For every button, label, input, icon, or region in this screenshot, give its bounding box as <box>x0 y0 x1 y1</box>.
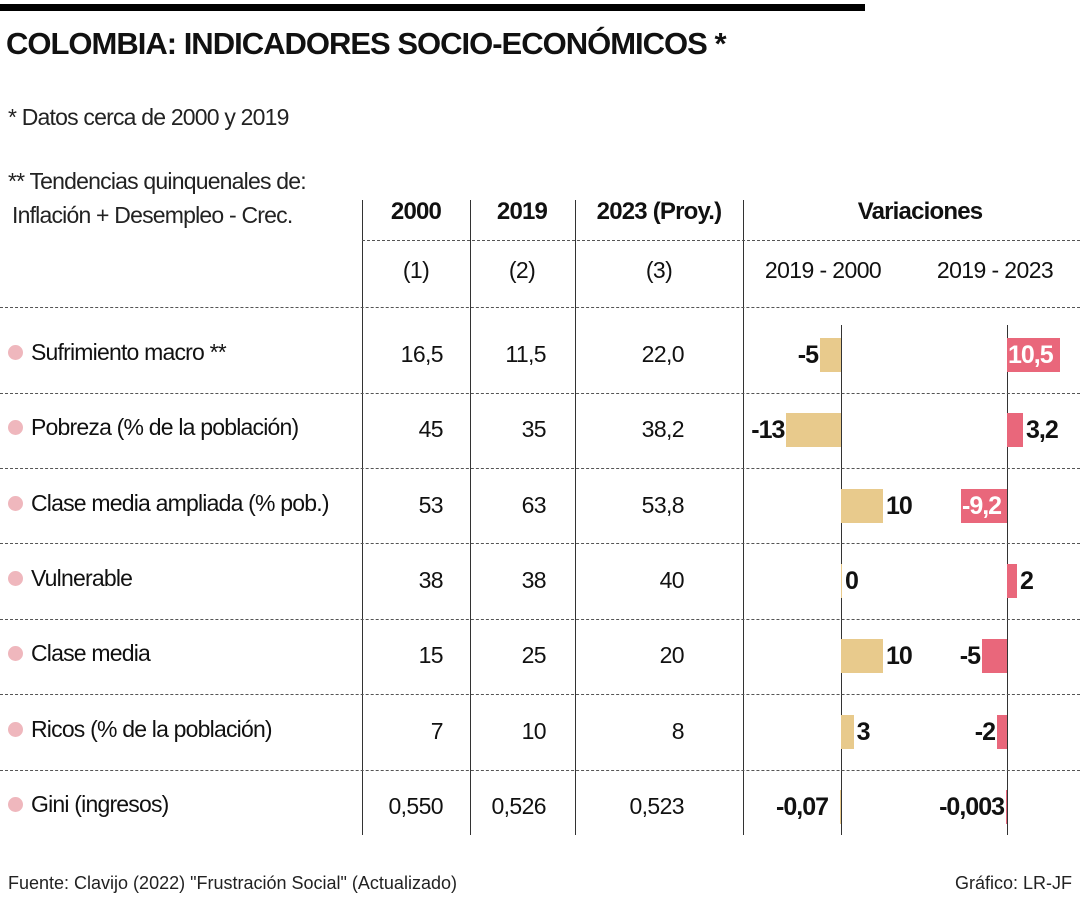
row-divider <box>0 307 1080 308</box>
column-divider <box>470 200 471 835</box>
value-label-2019-2000: -5 <box>797 341 819 369</box>
value-label-2019-2000: -13 <box>751 416 785 445</box>
table-cell: 38 <box>521 566 547 593</box>
column-number: (3) <box>645 257 673 283</box>
row-label-text: Vulnerable <box>31 564 133 591</box>
table-cell: 63 <box>521 491 547 518</box>
chart-title: COLOMBIA: INDICADORES SOCIO-ECONÓMICOS * <box>6 26 727 61</box>
value-label-2019-2023: 2 <box>1020 566 1034 595</box>
row-label-text: Clase media ampliada (% pob.) <box>31 489 329 516</box>
row-label: Vulnerable <box>8 564 133 592</box>
bar-2019-2023 <box>1006 789 1007 824</box>
value-label-2019-2000: 10 <box>886 491 913 520</box>
bar-2019-2023 <box>1007 563 1017 598</box>
bullet-icon <box>8 796 23 812</box>
bar-2019-2000 <box>841 488 883 523</box>
bullet-icon <box>8 495 23 511</box>
bullet-icon <box>8 646 23 662</box>
table-cell: 0,526 <box>491 792 546 819</box>
row-label: Gini (ingresos) <box>8 791 169 818</box>
value-label-2019-2000: -0,07 <box>776 792 829 821</box>
row-divider <box>0 619 1080 620</box>
variations-header: Variaciones <box>857 198 983 225</box>
bar-2019-2000 <box>786 413 841 448</box>
value-label-2019-2023: -0,003 <box>939 792 1005 821</box>
note-data-years: * Datos cerca de 2000 y 2019 <box>8 104 289 130</box>
value-label-2019-2023: -5 <box>959 642 981 671</box>
row-label-text: Ricos (% de la población) <box>31 715 273 742</box>
column-header: 2000 <box>390 198 442 225</box>
table-cell: 45 <box>418 416 444 443</box>
bar-2019-2000 <box>841 563 842 598</box>
table-cell: 11,5 <box>505 341 546 367</box>
value-label-2019-2023: -2 <box>974 717 996 746</box>
column-divider <box>575 200 576 835</box>
table-cell: 16,5 <box>400 341 444 367</box>
bullet-icon <box>8 345 23 360</box>
value-label-2019-2000: 10 <box>886 642 913 671</box>
note-trends-line2: Inflación + Desempleo - Crec. <box>12 202 293 228</box>
bar-2019-2023 <box>961 488 1007 523</box>
value-label-2019-2000: 3 <box>856 717 871 746</box>
footer-source: Fuente: Clavijo (2022) "Frustración Soci… <box>8 873 457 893</box>
row-label: Clase media <box>8 640 151 667</box>
bar-2019-2023 <box>997 714 1007 749</box>
top-rule <box>0 4 865 11</box>
row-label: Ricos (% de la población) <box>8 715 273 743</box>
table-cell: 10 <box>521 717 547 744</box>
table-cell: 53 <box>418 491 444 518</box>
table-cell: 15 <box>418 642 444 669</box>
value-label-2019-2000: 0 <box>845 566 859 595</box>
table-cell: 7 <box>430 717 444 744</box>
row-divider <box>0 468 1080 469</box>
column-number: (2) <box>508 257 536 283</box>
column-number: (1) <box>402 257 430 283</box>
row-label: Pobreza (% de la población) <box>8 414 299 441</box>
column-divider <box>743 200 744 835</box>
table-cell: 53,8 <box>641 491 685 518</box>
value-label-2019-2023: -9,2 <box>962 491 1002 520</box>
row-divider <box>0 393 1080 394</box>
table-cell: 38 <box>418 566 444 593</box>
bar-2019-2023 <box>1007 413 1023 448</box>
column-header: 2023 (Proy.) <box>596 198 722 225</box>
bar-2019-2000 <box>841 639 883 674</box>
row-label-text: Sufrimiento macro ** <box>31 339 227 365</box>
row-label-text: Gini (ingresos) <box>31 790 169 817</box>
header-divider <box>362 240 1080 241</box>
table-cell: 20 <box>659 642 685 669</box>
table-cell: 38,2 <box>641 416 685 443</box>
row-label-text: Clase media <box>31 640 151 667</box>
note-trends-line1: ** Tendencias quinquenales de: <box>8 168 307 194</box>
value-label-2019-2023: 3,2 <box>1026 416 1059 445</box>
column-header: 2019 <box>496 198 548 225</box>
bullet-icon <box>8 570 23 586</box>
row-divider <box>0 770 1080 771</box>
table-cell: 8 <box>671 717 685 744</box>
table-cell: 0,523 <box>629 792 684 819</box>
value-label-2019-2023: 10,5 <box>1008 341 1054 369</box>
variation-header-2019-2000: 2019 - 2000 <box>764 257 882 283</box>
bar-2019-2000 <box>841 714 854 749</box>
bullet-icon <box>8 721 23 737</box>
row-label: Clase media ampliada (% pob.) <box>8 490 329 517</box>
bar-2019-2023 <box>982 639 1007 674</box>
table-cell: 0,550 <box>388 792 443 819</box>
row-divider <box>0 694 1080 695</box>
variation-header-2019-2023: 2019 - 2023 <box>936 257 1054 283</box>
footer-credit: Gráfico: LR-JF <box>954 873 1072 893</box>
column-divider <box>362 200 363 835</box>
table-cell: 25 <box>521 642 547 669</box>
bar-2019-2000 <box>820 338 841 372</box>
bar-2019-2000 <box>840 789 841 824</box>
row-divider <box>0 543 1080 544</box>
row-label-text: Pobreza (% de la población) <box>31 414 299 441</box>
table-cell: 35 <box>521 416 547 443</box>
table-cell: 22,0 <box>641 341 685 367</box>
row-label: Sufrimiento macro ** <box>8 339 227 366</box>
bullet-icon <box>8 420 23 436</box>
table-cell: 40 <box>659 566 685 593</box>
bar-2019-2023 <box>1007 338 1060 372</box>
